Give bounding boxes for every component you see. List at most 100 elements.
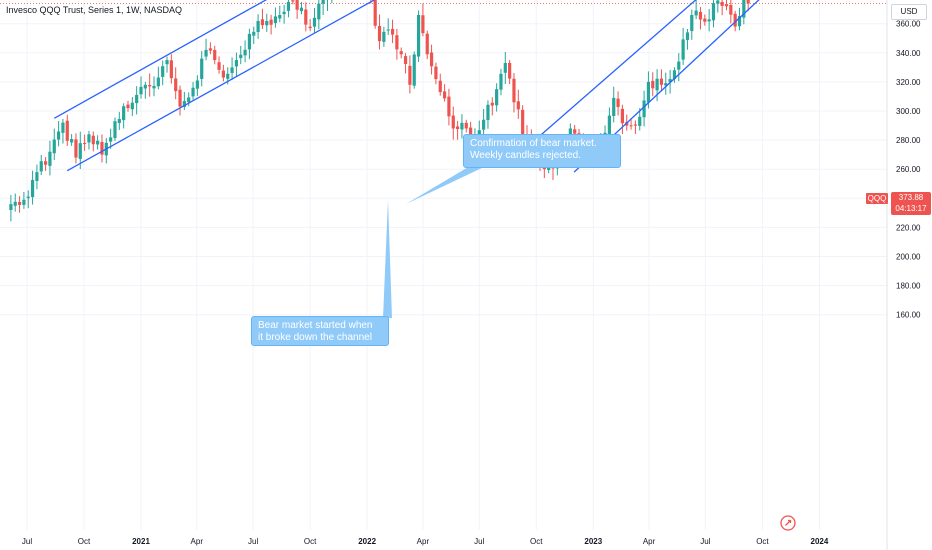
candle-up [109, 137, 113, 142]
candle-up [278, 15, 282, 19]
candle-down [408, 65, 412, 85]
candle-up [664, 83, 668, 86]
candle-up [35, 172, 39, 181]
candle-up [382, 31, 386, 42]
price-tick-label: 260.00 [896, 165, 921, 174]
candle-down [169, 60, 173, 79]
callout-pointer-top [406, 166, 486, 204]
candle-down [629, 125, 633, 127]
candle-down [633, 124, 638, 126]
candle-down [178, 89, 182, 107]
candle-up [139, 86, 143, 95]
time-tick-label: Jul [474, 537, 484, 546]
candle-up [482, 119, 486, 130]
candle-down [403, 56, 408, 64]
candle-up [252, 31, 256, 36]
candle-up [668, 79, 672, 83]
candle-up [638, 116, 642, 126]
candle-down [434, 66, 438, 80]
candle-up [477, 130, 481, 136]
candle-up [317, 3, 321, 20]
last-price-tag: 373.88 04:13:17 [891, 192, 931, 215]
candle-up [655, 78, 659, 91]
time-tick-label: Apr [643, 537, 656, 546]
candle-down [508, 62, 512, 79]
candle-up [486, 104, 490, 120]
time-tick-label: Jul [248, 537, 258, 546]
price-tick-label: 160.00 [896, 311, 921, 320]
candle-up [707, 19, 711, 22]
candle-up [182, 101, 186, 107]
candle-up [321, 0, 325, 4]
candle-down [399, 51, 403, 55]
candle-down [377, 25, 382, 42]
candle-down [442, 91, 447, 99]
annotation-channel-break[interactable]: Bear market started when it broke down t… [251, 316, 389, 346]
symbol-tag: QQQ [866, 193, 888, 204]
price-axis: 160.00180.00200.00220.00240.00260.00280.… [896, 20, 921, 320]
candle-down [269, 19, 273, 25]
candle-up [230, 67, 234, 73]
annotation-bear-confirmation[interactable]: Confirmation of bear market. Weekly cand… [463, 134, 621, 168]
candle-down [100, 141, 104, 155]
candle-down [620, 108, 625, 124]
candle-up [78, 143, 82, 159]
candle-down [91, 135, 95, 145]
candle-up [694, 10, 698, 16]
candle-up [226, 73, 230, 79]
candle-up [61, 122, 65, 133]
candle-up [282, 11, 286, 15]
candle-up [642, 100, 646, 118]
candle-up [117, 119, 121, 124]
price-tick-label: 200.00 [896, 253, 921, 262]
candle-down [724, 4, 729, 7]
time-tick-label: Apr [191, 537, 204, 546]
time-tick-label: Oct [304, 537, 317, 546]
candle-down [395, 35, 399, 50]
candle-down [148, 85, 152, 87]
candle-down [390, 28, 395, 35]
candle-up [239, 54, 243, 59]
candle-up [677, 61, 681, 70]
candle-up [30, 180, 35, 198]
candle-up [256, 20, 260, 33]
time-tick-label: Oct [78, 537, 91, 546]
candle-down [17, 202, 22, 205]
tradingview-logo-icon[interactable] [780, 515, 796, 531]
candle-up [612, 97, 616, 117]
candle-up [52, 139, 56, 154]
candle-up [113, 121, 117, 139]
candle-layer [9, 0, 750, 222]
candle-up [152, 85, 156, 89]
price-tick-label: 360.00 [896, 20, 921, 29]
time-tick-label: 2023 [584, 537, 602, 546]
candle-down [174, 78, 178, 92]
candle-up [685, 32, 690, 40]
candle-up [22, 199, 26, 205]
candle-up [299, 7, 304, 12]
candle-down [521, 109, 525, 135]
candle-down [421, 15, 425, 34]
candle-up [607, 115, 611, 134]
candle-down [447, 96, 451, 117]
candle-down [295, 0, 299, 10]
grid-layer [0, 0, 887, 530]
currency-selector[interactable]: USD [891, 4, 927, 20]
callout-pointers [383, 166, 486, 318]
price-tick-label: 180.00 [896, 282, 921, 291]
candle-down [733, 13, 737, 27]
candle-down [703, 18, 707, 22]
candle-down [464, 122, 468, 129]
candle-down [451, 115, 455, 129]
candle-down [304, 9, 308, 25]
price-tick-label: 320.00 [896, 78, 921, 87]
candle-up [681, 39, 685, 60]
callout-pointer-bottom [383, 200, 392, 318]
candle-up [412, 54, 416, 86]
candle-up [312, 17, 317, 27]
time-tick-label: 2021 [132, 537, 150, 546]
candle-down [291, 0, 295, 2]
candle-up [200, 58, 204, 79]
candle-up [143, 84, 147, 89]
